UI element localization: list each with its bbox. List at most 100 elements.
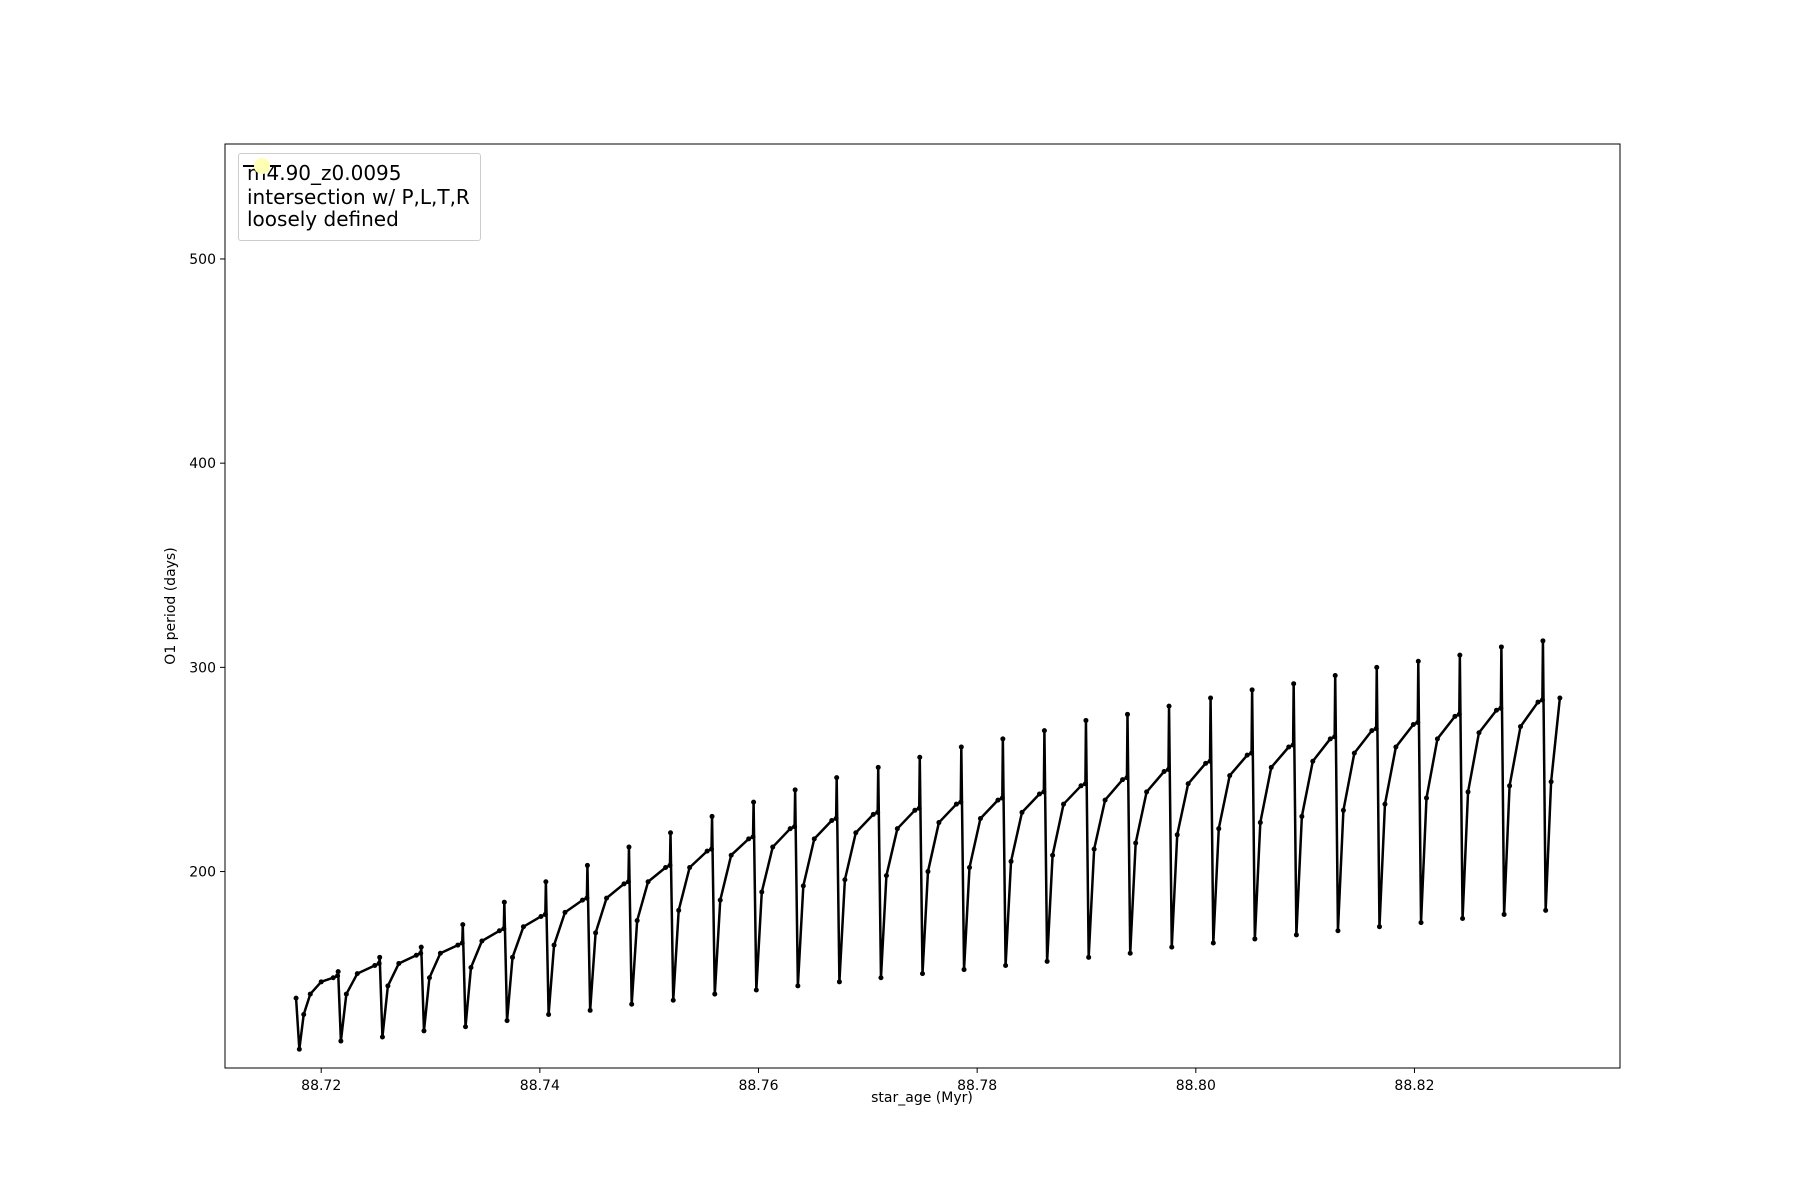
point (953, 801, 959, 807)
point (459, 940, 465, 946)
y-tick-label: 300 (189, 660, 216, 676)
point (787, 826, 793, 832)
point (1418, 920, 1424, 926)
point (1082, 781, 1088, 787)
point (1291, 681, 1297, 687)
point (1410, 722, 1416, 728)
point (1249, 750, 1255, 756)
point (836, 979, 842, 985)
y-tick-label: 500 (189, 252, 216, 268)
point (1465, 789, 1471, 795)
point (995, 797, 1001, 803)
point (800, 883, 806, 889)
point (958, 744, 964, 750)
point (1208, 695, 1214, 701)
point (538, 913, 544, 919)
point (1000, 736, 1006, 742)
point (468, 965, 474, 971)
point (338, 1038, 344, 1044)
point (593, 930, 599, 936)
x-axis-label: star_age (Myr) (871, 1090, 973, 1106)
legend-label: m4.90_z0.0095 (247, 161, 402, 185)
point (1557, 695, 1563, 701)
point (1434, 736, 1440, 742)
point (1244, 752, 1250, 758)
point (770, 844, 776, 850)
point (833, 815, 839, 821)
point (335, 969, 341, 975)
point (676, 907, 682, 913)
point (629, 1001, 635, 1007)
point (709, 813, 715, 819)
y-axis-label: O1 period (days) (163, 547, 179, 664)
point (751, 799, 757, 805)
point (1120, 777, 1126, 783)
point (1216, 826, 1222, 832)
point (712, 991, 718, 997)
point (670, 997, 676, 1003)
point (634, 918, 640, 924)
point (520, 924, 526, 930)
point (1019, 809, 1025, 815)
point (584, 895, 590, 901)
point (842, 877, 848, 883)
point (1351, 750, 1357, 756)
point (376, 960, 382, 966)
point (936, 820, 942, 826)
point (1078, 783, 1084, 789)
point (645, 879, 651, 885)
point (1498, 644, 1504, 650)
point (1083, 717, 1089, 723)
point (463, 1024, 469, 1030)
point (1169, 944, 1175, 950)
x-tick-label: 88.78 (957, 1078, 997, 1094)
point (967, 864, 973, 870)
point (829, 818, 835, 824)
point (1252, 936, 1258, 942)
point (1091, 846, 1097, 852)
point (1290, 742, 1296, 748)
point (1299, 813, 1305, 819)
point (1008, 858, 1014, 864)
point (562, 909, 568, 915)
point (1373, 726, 1379, 732)
point (426, 975, 432, 981)
point (584, 862, 590, 868)
point (318, 979, 324, 985)
point (883, 873, 889, 879)
point (501, 899, 507, 905)
point (1548, 779, 1554, 785)
point (750, 834, 756, 840)
point (543, 879, 549, 885)
point (1540, 638, 1546, 644)
point (546, 1011, 552, 1017)
point (1493, 707, 1499, 713)
legend: m4.90_z0.0095 intersection w/ P,L,T,R loo… (238, 153, 481, 241)
point (687, 864, 693, 870)
point (1332, 734, 1338, 740)
point (396, 960, 402, 966)
point (1227, 773, 1233, 779)
point (354, 971, 360, 977)
point (579, 897, 585, 903)
point (917, 754, 923, 760)
point (372, 962, 378, 968)
point (1501, 911, 1507, 917)
point (1207, 758, 1213, 764)
legend-entry: intersection w/ P,L,T,R loosely defined (247, 158, 470, 230)
point (1203, 760, 1209, 766)
point (1476, 730, 1482, 736)
point (1543, 907, 1549, 913)
point (418, 944, 424, 950)
point (1539, 697, 1545, 703)
point (460, 922, 466, 928)
point (795, 983, 801, 989)
point (1369, 728, 1375, 734)
point (1452, 713, 1458, 719)
point (418, 950, 424, 956)
point (621, 881, 627, 887)
point (1293, 932, 1299, 938)
point (626, 844, 632, 850)
x-tick-label: 88.74 (520, 1078, 560, 1094)
